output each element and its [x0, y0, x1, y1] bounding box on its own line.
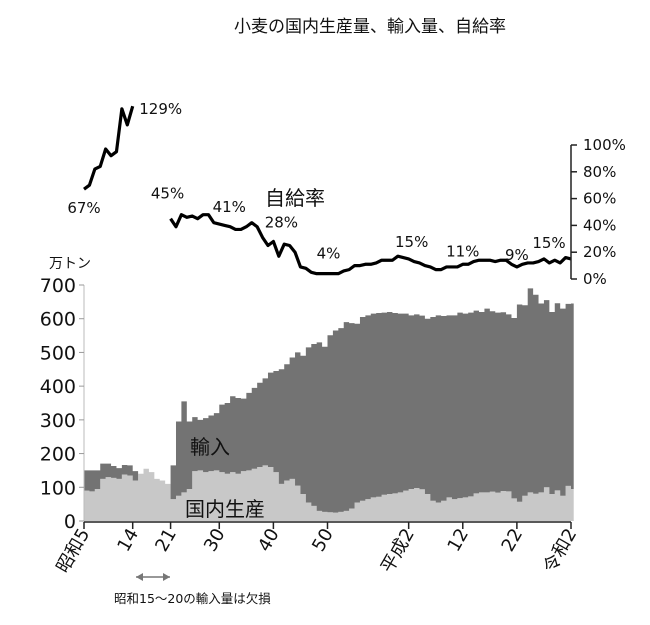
self-sufficiency-annotation: 4%	[317, 245, 341, 263]
x-tick-label: 令和2	[539, 525, 581, 577]
self-sufficiency-label: 自給率	[265, 186, 325, 210]
left-axis: 0 100 200 300 400 500 600 700	[40, 275, 85, 533]
self-sufficiency-annotation: 45%	[151, 185, 184, 203]
missing-range-arrow	[136, 573, 170, 581]
import-area-segment-1	[170, 288, 574, 513]
x-tick-label: 40	[254, 525, 284, 555]
x-axis: 昭和5 14 21 30 40 50 平成2 12 22 令和2	[52, 521, 581, 577]
self-sufficiency-annotation: 67%	[67, 199, 100, 217]
missing-data-note: 昭和15～20の輸入量は欠損	[114, 591, 271, 606]
right-tick-label: 100%	[583, 136, 626, 154]
left-tick-label: 300	[40, 410, 76, 432]
self-sufficiency-annotation: 28%	[265, 213, 298, 231]
left-tick-label: 400	[40, 376, 76, 398]
self-sufficiency-annotation: 9%	[505, 246, 529, 264]
self-sufficiency-line-1	[169, 213, 572, 276]
right-tick-label: 80%	[583, 163, 616, 181]
right-tick-label: 20%	[583, 243, 616, 261]
right-tick-label: 40%	[583, 216, 616, 234]
x-tick-label: 21	[151, 525, 181, 555]
self-sufficiency-layer	[83, 105, 572, 276]
left-tick-label: 100	[40, 477, 76, 499]
right-axis: 0% 20% 40% 60% 80% 100%	[570, 136, 626, 288]
x-tick-label: 22	[498, 525, 528, 555]
import-label: 輸入	[190, 435, 230, 459]
annotation-layer: 67%129%45%41%28%4%15%11% 9%15%	[67, 100, 565, 264]
self-sufficiency-annotation: 41%	[213, 198, 246, 216]
x-tick-label: 昭和5	[52, 525, 94, 577]
left-tick-label: 600	[40, 309, 76, 331]
left-axis-unit: 万トン	[49, 256, 91, 272]
chart-title: 小麦の国内生産量、輸入量、自給率	[234, 17, 506, 37]
area-layer	[84, 288, 574, 521]
domestic-production-area	[84, 465, 574, 521]
x-tick-label: 14	[113, 525, 143, 555]
right-tick-label: 0%	[583, 270, 607, 288]
left-tick-label: 500	[40, 342, 76, 364]
self-sufficiency-annotation: 129%	[139, 100, 182, 118]
left-tick-label: 0	[64, 511, 76, 533]
self-sufficiency-annotation: 15%	[395, 233, 428, 251]
self-sufficiency-annotation: 15%	[532, 234, 565, 252]
domestic-label: 国内生産	[185, 497, 265, 521]
x-tick-label: 平成2	[377, 525, 419, 577]
import-area-segment-0	[84, 463, 139, 492]
self-sufficiency-annotation: 11%	[446, 242, 479, 260]
left-tick-label: 700	[40, 275, 76, 297]
x-tick-label: 12	[443, 525, 473, 555]
left-tick-label: 200	[40, 444, 76, 466]
right-tick-label: 60%	[583, 190, 616, 208]
x-tick-label: 30	[200, 525, 230, 555]
x-tick-label: 50	[308, 525, 338, 555]
self-sufficiency-line-0	[83, 105, 135, 191]
